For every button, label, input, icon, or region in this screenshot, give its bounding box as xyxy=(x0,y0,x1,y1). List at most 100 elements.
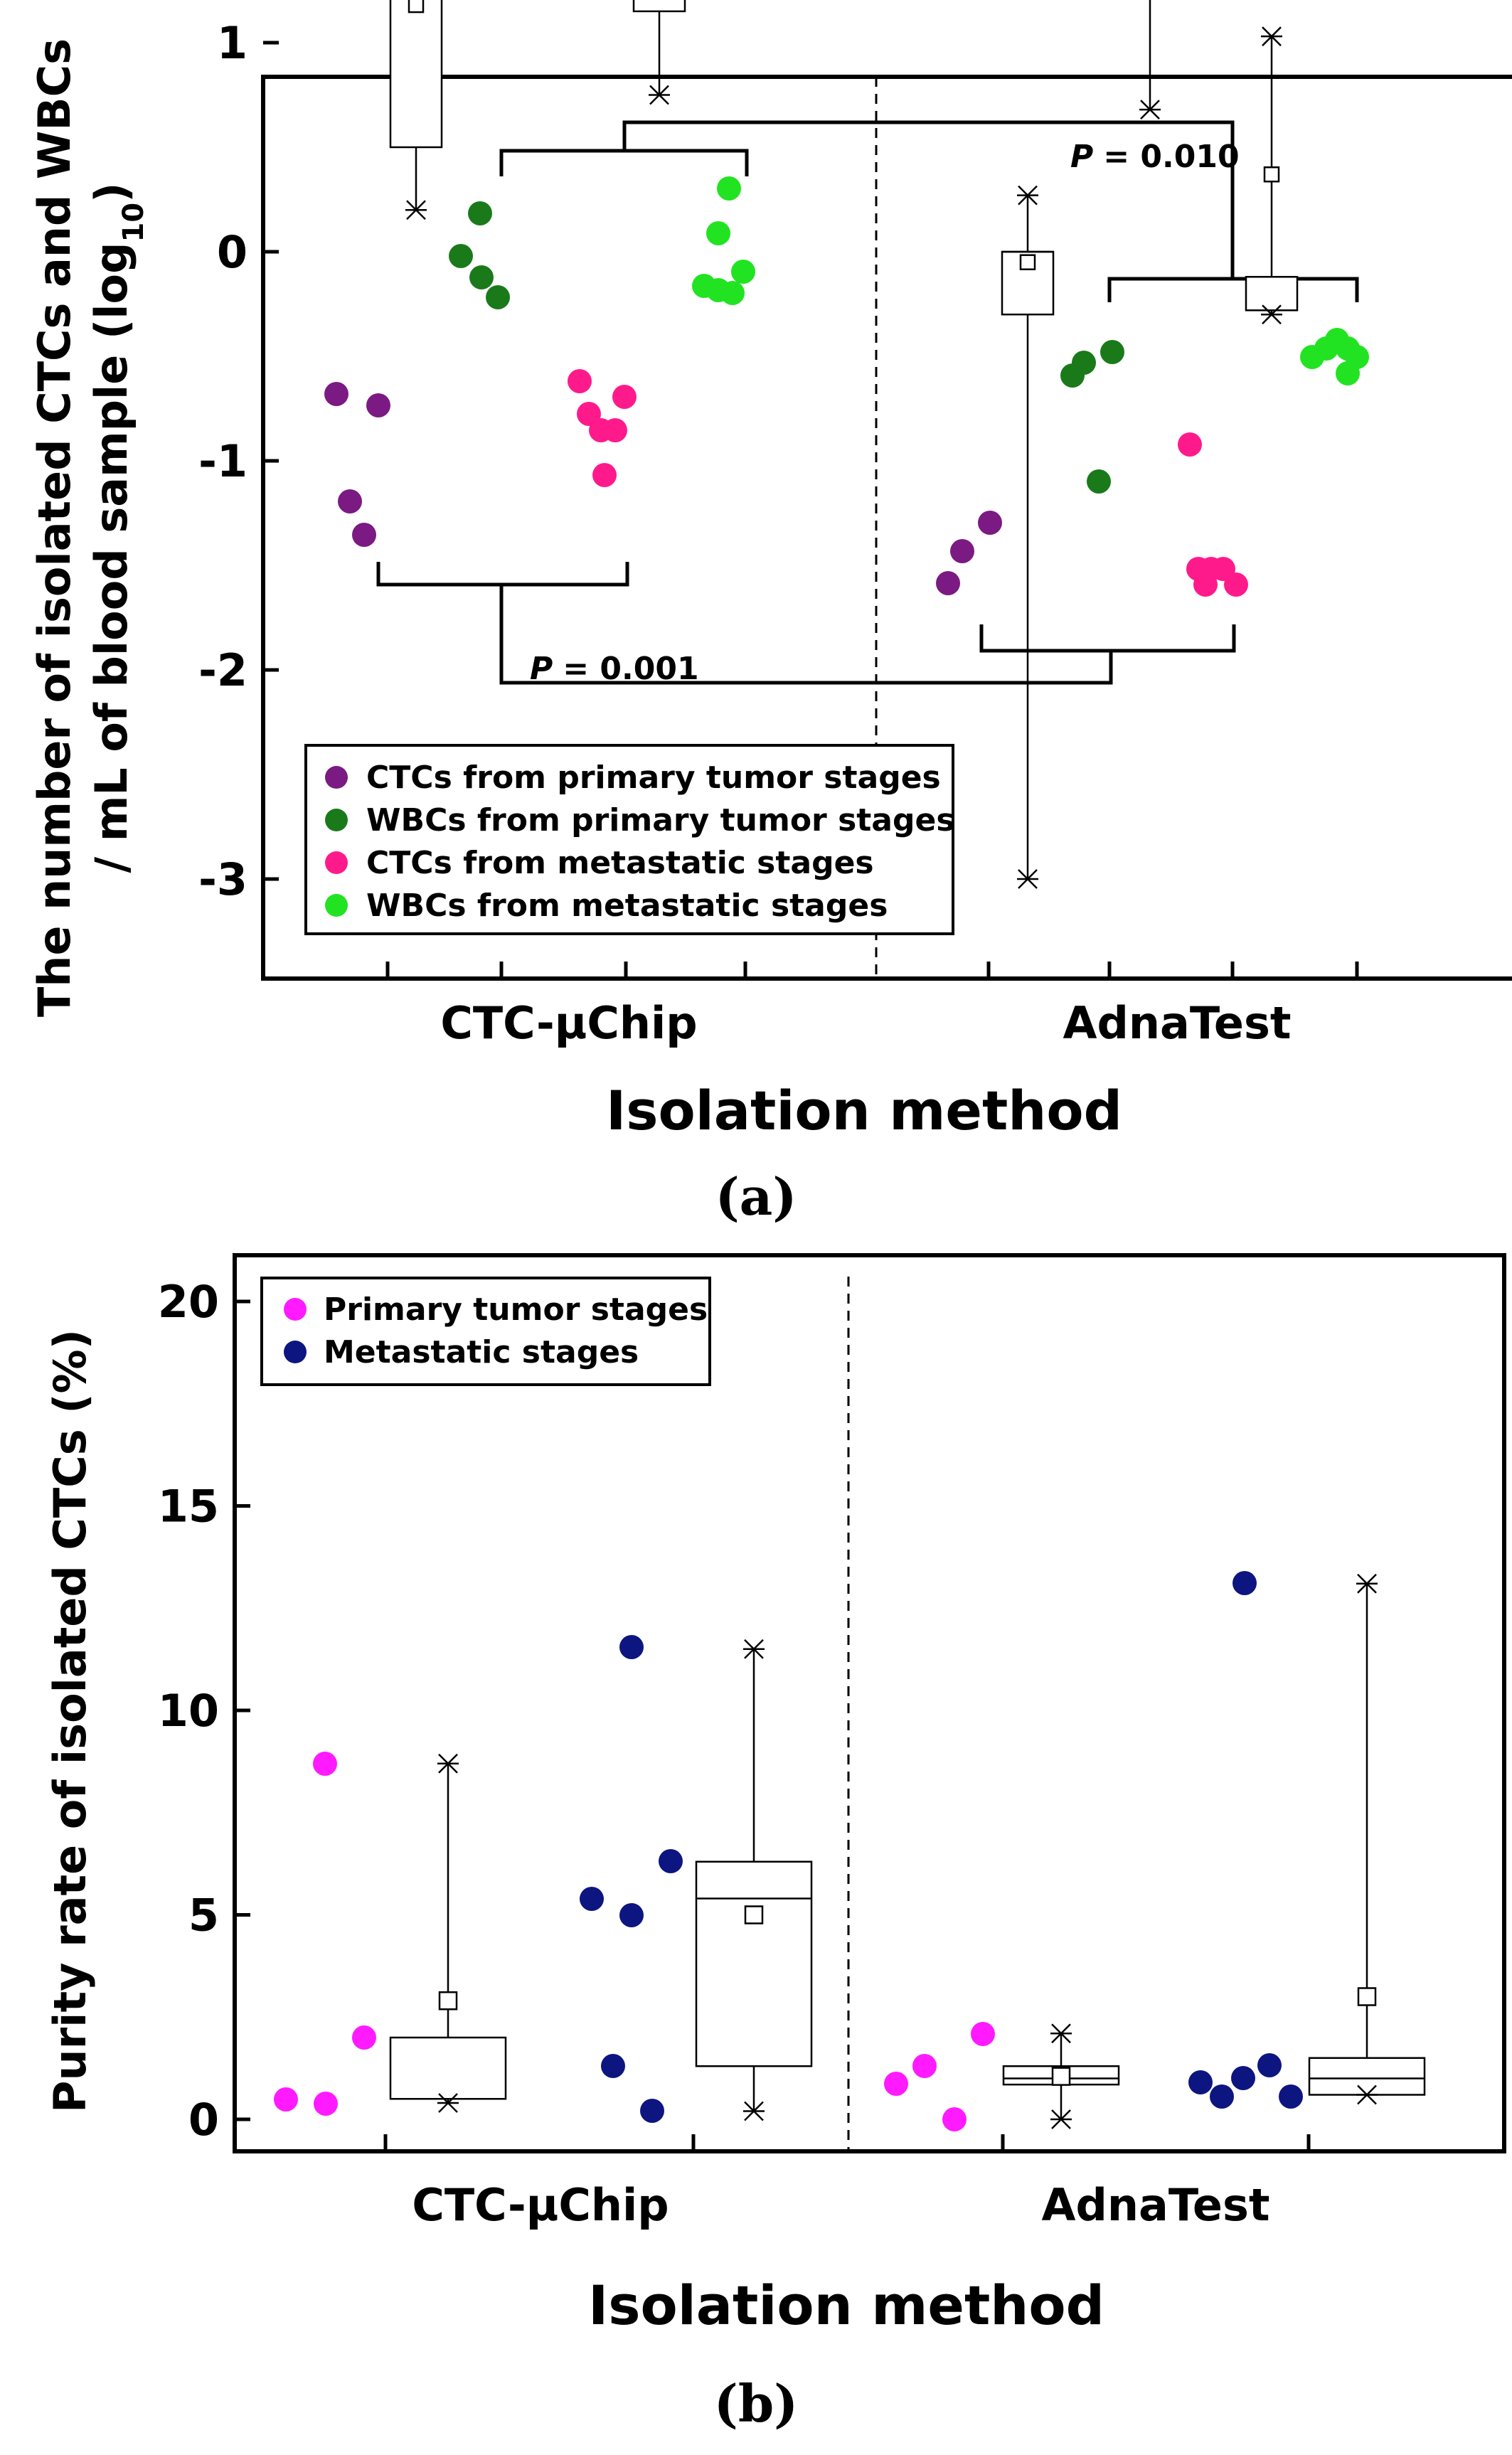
panel-a-y-axis-title-line2: / mL of blood sample (log10) xyxy=(85,182,150,873)
data-point xyxy=(592,463,617,487)
box-max-marker xyxy=(1050,2023,1072,2044)
box-iqr xyxy=(389,2036,507,2100)
panel-b-y-ticks: 20 15 10 5 0 xyxy=(158,1276,250,2146)
box-min-marker xyxy=(743,2101,765,2121)
series-points-1 xyxy=(580,1635,683,2123)
data-point xyxy=(1279,2084,1303,2109)
data-point xyxy=(1193,573,1218,597)
series-points-7 xyxy=(1300,328,1369,385)
data-point xyxy=(971,2022,995,2046)
y-tick-label: 5 xyxy=(188,1890,219,1942)
box-0 xyxy=(389,1753,507,2113)
box-min-marker xyxy=(1356,2084,1378,2105)
data-point xyxy=(580,1887,604,1911)
box-iqr xyxy=(389,0,443,149)
series-points-0 xyxy=(324,382,390,547)
panel-b-boxes xyxy=(389,1573,1426,2129)
panel-a-legend: CTCs from primary tumor stages WBCs from… xyxy=(304,744,955,935)
data-point xyxy=(314,2092,338,2116)
data-point xyxy=(1060,363,1085,388)
box-max-marker xyxy=(437,1753,459,1774)
data-point xyxy=(324,382,348,406)
box-0 xyxy=(389,0,443,220)
panel-a-x-axis-title: Isolation method xyxy=(606,1079,1122,1142)
box-max-marker xyxy=(1261,26,1282,47)
series-points-2 xyxy=(884,2022,995,2131)
box-iqr xyxy=(695,1860,813,2067)
box-6 xyxy=(1245,26,1299,325)
data-point xyxy=(568,369,592,393)
data-point xyxy=(1231,2066,1255,2090)
data-point xyxy=(1257,2053,1282,2077)
data-point xyxy=(978,511,1002,535)
legend-marker-ctc-metastatic xyxy=(325,851,348,874)
data-point xyxy=(1210,2084,1234,2109)
box-mean-marker xyxy=(438,1991,458,2011)
box-mean-marker xyxy=(1263,166,1280,183)
box-mean-marker xyxy=(1051,2067,1071,2086)
legend-marker-ctc-primary xyxy=(325,766,348,789)
box-mean-marker xyxy=(408,0,425,14)
data-point xyxy=(468,201,492,225)
box-iqr xyxy=(1308,2057,1426,2096)
panel-b-category-ctc-uchip: CTC-µChip xyxy=(412,2179,669,2231)
box-max-marker xyxy=(743,1639,765,1659)
panel-b-category-adnatest: AdnaTest xyxy=(1042,2179,1270,2231)
panel-b-x-ticks xyxy=(383,2134,1311,2151)
box-mean-marker xyxy=(1019,254,1036,270)
data-point xyxy=(912,2054,937,2078)
panel-a-boxes xyxy=(389,0,1299,889)
bracket-adnatest-ctc xyxy=(979,624,1236,653)
legend-marker-wbc-primary xyxy=(325,809,348,831)
box-1 xyxy=(695,1639,813,2121)
data-point xyxy=(950,539,974,563)
legend-marker-primary-stages xyxy=(284,1298,307,1321)
panel-a-category-ctc-uchip: CTC-µChip xyxy=(440,997,697,1049)
data-point xyxy=(1087,469,1111,494)
panel-a-pvalue-bottom: P = 0.001 xyxy=(530,651,699,687)
data-point xyxy=(731,260,755,284)
data-point xyxy=(589,418,613,442)
box-min-marker xyxy=(1050,2109,1072,2129)
bracket-pvalue-001 xyxy=(499,585,1113,685)
box-max-marker xyxy=(1017,185,1038,206)
panel-b-legend: Primary tumor stages Metastatic stages xyxy=(260,1277,711,1386)
y-tick-label: -1 xyxy=(198,435,247,487)
data-point xyxy=(1233,1571,1257,1595)
box-min-marker xyxy=(649,85,670,105)
legend-label-primary-stages: Primary tumor stages xyxy=(324,1292,708,1328)
box-3 xyxy=(1308,1573,1426,2105)
data-point xyxy=(338,489,362,513)
y-tick-label: 20 xyxy=(158,1276,219,1328)
data-point xyxy=(352,523,376,547)
y-tick-label: 0 xyxy=(188,2094,219,2146)
legend-marker-wbc-metastatic xyxy=(325,894,348,917)
y-tick-label: 15 xyxy=(158,1481,219,1533)
series-points-5 xyxy=(1060,340,1124,494)
series-points-0 xyxy=(274,1752,376,2116)
data-point xyxy=(936,571,960,595)
data-point xyxy=(313,1752,337,1776)
panel-a-pvalue-top: P = 0.010 xyxy=(1070,139,1240,175)
data-point xyxy=(706,221,730,245)
panel-b-points xyxy=(274,1571,1303,2131)
y-tick-label: 10 xyxy=(158,1685,219,1737)
panel-a-y-ticks: 43210-1-2-3 xyxy=(198,17,279,905)
box-min-marker xyxy=(437,2093,459,2113)
data-point xyxy=(601,2054,625,2078)
panel-b: 20 15 10 5 0 Primary tumor stages Metastatic… xyxy=(44,1253,1506,2434)
data-point xyxy=(659,1849,683,1873)
data-point xyxy=(942,2107,967,2131)
data-point xyxy=(1336,361,1360,385)
series-points-4 xyxy=(936,511,1002,595)
panel-a-category-adnatest: AdnaTest xyxy=(1063,997,1292,1049)
legend-label-ctc-metastatic: CTCs from metastatic stages xyxy=(366,845,874,881)
series-points-6 xyxy=(1178,432,1248,597)
legend-label-metastatic-stages: Metastatic stages xyxy=(324,1334,639,1370)
series-points-3 xyxy=(1188,1571,1303,2109)
data-point xyxy=(619,1635,644,1659)
box-2 xyxy=(1002,2023,1120,2129)
box-min-marker xyxy=(405,200,427,220)
y-tick-label: 0 xyxy=(217,226,247,278)
box-min-marker xyxy=(1261,304,1282,325)
